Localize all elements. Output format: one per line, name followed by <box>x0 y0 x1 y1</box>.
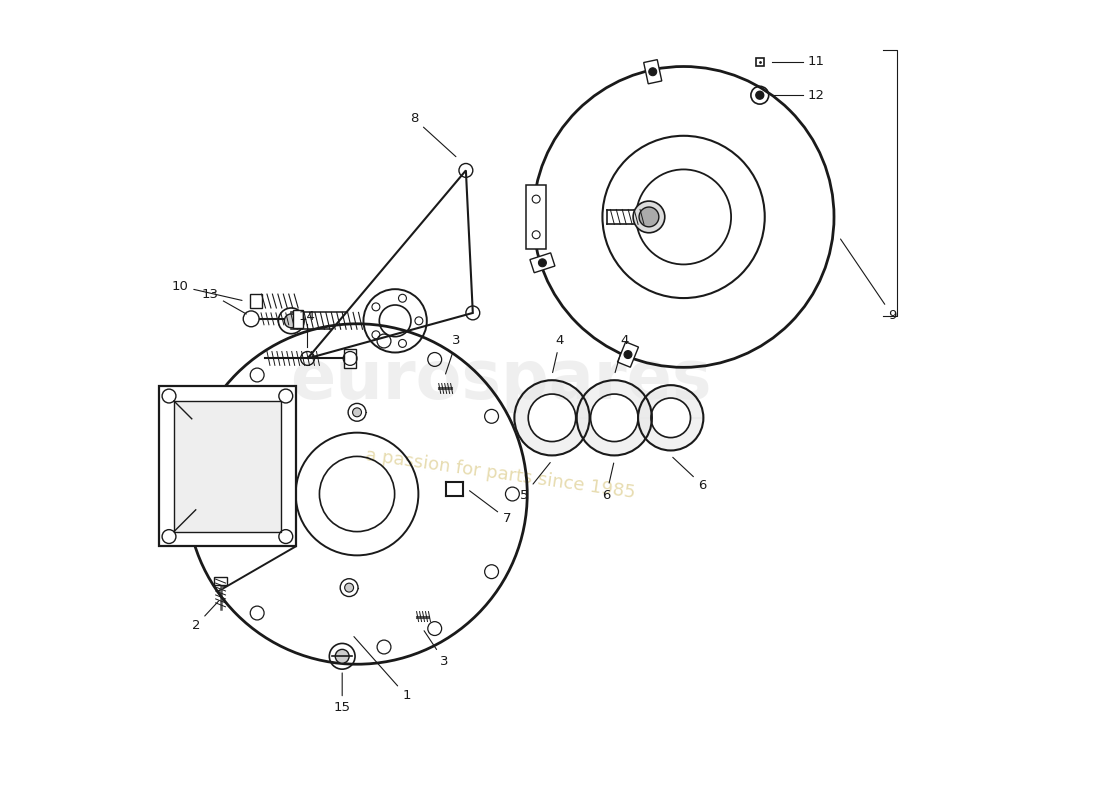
Text: 3: 3 <box>425 630 449 667</box>
Circle shape <box>284 314 298 328</box>
FancyBboxPatch shape <box>526 186 546 249</box>
Text: 15: 15 <box>333 673 351 714</box>
Text: 6: 6 <box>602 463 614 502</box>
Text: 1: 1 <box>354 637 410 702</box>
Text: eurospares: eurospares <box>289 347 712 414</box>
Circle shape <box>756 91 763 99</box>
Bar <box>644 60 662 84</box>
Circle shape <box>639 207 659 227</box>
Circle shape <box>344 583 353 592</box>
Text: 2: 2 <box>191 601 219 632</box>
Text: 12: 12 <box>807 89 824 102</box>
Bar <box>617 342 638 367</box>
Text: 4: 4 <box>552 334 564 373</box>
Circle shape <box>539 259 547 266</box>
Bar <box>250 294 262 308</box>
Polygon shape <box>515 380 590 455</box>
Polygon shape <box>308 170 473 358</box>
Text: 10: 10 <box>172 280 242 301</box>
Circle shape <box>634 201 664 233</box>
Bar <box>213 577 228 585</box>
Text: 14: 14 <box>298 310 315 323</box>
Circle shape <box>624 350 631 358</box>
Bar <box>530 253 554 273</box>
Circle shape <box>340 578 358 597</box>
Text: 8: 8 <box>410 113 455 157</box>
Text: 6: 6 <box>673 458 706 492</box>
Polygon shape <box>638 385 703 450</box>
Text: 11: 11 <box>807 55 824 68</box>
Bar <box>344 349 356 368</box>
Circle shape <box>348 403 366 422</box>
Text: a passion for parts since 1985: a passion for parts since 1985 <box>364 446 637 502</box>
Text: 5: 5 <box>520 462 550 502</box>
Circle shape <box>336 650 349 663</box>
Text: 4: 4 <box>615 334 628 373</box>
Text: 3: 3 <box>446 334 461 374</box>
Text: 9: 9 <box>840 239 896 322</box>
FancyBboxPatch shape <box>160 386 296 546</box>
Polygon shape <box>576 380 652 455</box>
FancyBboxPatch shape <box>174 401 280 532</box>
Text: 13: 13 <box>201 288 218 301</box>
Text: 7: 7 <box>470 490 512 526</box>
Bar <box>293 310 303 328</box>
Circle shape <box>649 68 657 76</box>
Circle shape <box>353 408 362 417</box>
